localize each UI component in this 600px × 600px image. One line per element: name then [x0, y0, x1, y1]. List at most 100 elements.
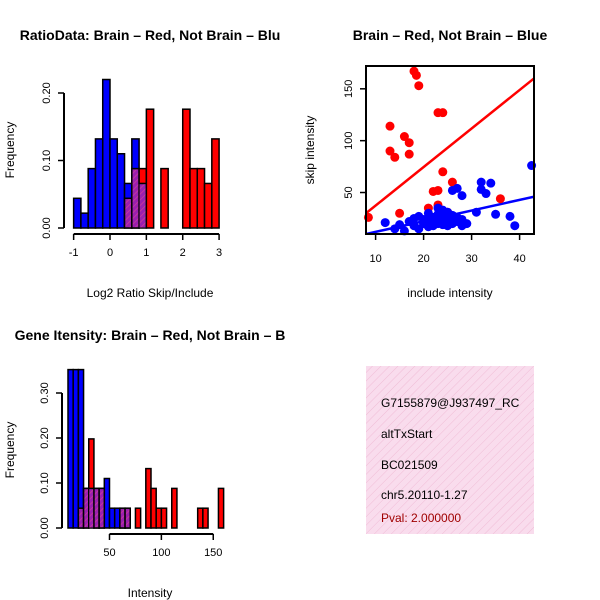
scatter-axes: 10 20 30 40 50 100 150 — [343, 80, 526, 265]
ratio-brain-bar-5 — [181, 108, 191, 229]
intensity-brain-bar-8 — [145, 467, 152, 529]
scatter-notbrain-point-46 — [505, 211, 515, 221]
scatter-x-tick-label-2: 30 — [465, 253, 477, 265]
intensity-brain-bar-13 — [196, 507, 204, 529]
scatter-brain-point-16 — [438, 108, 448, 118]
ratio-y-tick-label-1: 0.10 — [41, 150, 53, 171]
intensity-notbrain-bar-0 — [67, 368, 74, 529]
scatter-y-tick-label-2: 150 — [343, 80, 355, 98]
intensity-x-tick-label-2: 150 — [204, 547, 222, 559]
intensity-histogram-bars — [67, 368, 225, 529]
ratio-notbrain-bar-1 — [80, 212, 89, 229]
intensity-notbrain-bar-7 — [103, 477, 111, 529]
event-type: altTxStart — [381, 427, 433, 441]
intensity-x-tick-label-1: 100 — [152, 547, 170, 559]
scatter-brain-fit-line — [366, 77, 534, 215]
scatter-brain-point-6 — [404, 138, 414, 148]
event-info-panel: G7155879@J937497_RC altTxStart BC021509 … — [366, 366, 534, 534]
intensity-brain-bar-5 — [119, 507, 126, 529]
ratio-brain-bar-8 — [203, 182, 213, 229]
intensity-histogram-panel: Gene Itensity: Brain – Red, Not Brain – … — [3, 327, 285, 600]
ratio-notbrain-bar-2 — [87, 167, 97, 229]
scatter-plot-frame — [365, 65, 535, 235]
intensity-brain-bar-14 — [202, 507, 209, 529]
intensity-y-tick-label-0: 0.00 — [39, 517, 51, 538]
intensity-histogram-title: Gene Itensity: Brain – Red, Not Brain – … — [15, 327, 286, 343]
intensity-brain-bar-0 — [77, 507, 85, 529]
scatter-notbrain-point-38 — [457, 191, 467, 201]
ratio-notbrain-bar-3 — [94, 138, 104, 229]
intensity-notbrain-bar-9 — [113, 507, 121, 529]
scatter-brain-point-10 — [414, 81, 424, 91]
ratio-notbrain-bar-4 — [101, 78, 111, 229]
intensity-histogram-xlabel: Intensity — [128, 586, 173, 600]
intensity-histogram-axes: 50 100 150 0.00 0.10 0.20 0.30 — [39, 382, 222, 559]
ratio-histogram-title: RatioData: Brain – Red, Not Brain – Blu — [20, 27, 281, 43]
scatter-notbrain-point-47 — [510, 221, 520, 231]
intensity-notbrain-bar-8 — [108, 507, 116, 529]
ratio-brain-bar-9 — [211, 138, 220, 229]
ratio-histogram-bars — [72, 78, 220, 229]
scatter-brain-point-17 — [438, 167, 448, 177]
ratio-x-tick-label-1: 0 — [107, 247, 113, 259]
ratio-histogram-ylabel: Frequency — [3, 122, 17, 179]
ratio-brain-bar-6 — [189, 167, 199, 229]
scatter-notbrain-point-39 — [462, 219, 472, 229]
ratio-brain-bar-2 — [138, 167, 148, 185]
ratio-x-tick-label-4: 3 — [216, 247, 222, 259]
ratio-notbrain-bar-6 — [116, 153, 126, 229]
intensity-scatter-panel: Brain – Red, Not Brain – Blue 10 20 30 40 50… — [303, 27, 547, 300]
scatter-notbrain-point-44 — [486, 178, 496, 188]
event-location: chr5.20110-1.27 — [381, 488, 468, 502]
scatter-brain-point-5 — [399, 132, 409, 142]
scatter-y-tick-label-1: 100 — [343, 131, 355, 149]
scatter-brain-point-4 — [395, 208, 405, 218]
ratio-histogram-axes: -1 0 1 2 3 0.00 0.10 0.20 — [41, 82, 222, 259]
scatter-brain-point-14 — [433, 185, 443, 195]
intensity-brain-bar-1 — [82, 487, 90, 529]
ratio-x-tick-label-2: 1 — [143, 247, 149, 259]
event-pval: Pval: 2.000000 — [381, 511, 461, 525]
ratio-brain-bar-1 — [131, 167, 140, 229]
scatter-xlabel: include intensity — [407, 286, 492, 300]
scatter-notbrain-point-45 — [491, 209, 501, 219]
scatter-notbrain-point-41 — [476, 177, 486, 187]
scatter-title: Brain – Red, Not Brain – Blue — [353, 27, 548, 43]
ratio-x-tick-label-3: 2 — [180, 247, 186, 259]
scatter-notbrain-point-40 — [471, 207, 481, 217]
ratio-brain-bar-7 — [196, 167, 206, 229]
intensity-brain-bar-4 — [98, 487, 106, 529]
intensity-brain-bar-12 — [171, 487, 178, 529]
intensity-overlap-bar-2 — [88, 487, 95, 529]
scatter-points — [363, 66, 537, 236]
scatter-x-tick-label-0: 10 — [369, 253, 381, 265]
scatter-brain-point-7 — [404, 149, 414, 159]
intensity-brain-bar-7 — [134, 507, 142, 529]
intensity-brain-bar-11 — [160, 507, 168, 529]
ratio-histogram-xlabel: Log2 Ratio Skip/Include — [87, 286, 214, 300]
scatter-notbrain-point-43 — [481, 189, 491, 199]
scatter-notbrain-point-0 — [380, 218, 390, 228]
scatter-brain-point-20 — [495, 194, 505, 204]
event-id: G7155879@J937497_RC — [381, 396, 520, 410]
intensity-brain-bar-2 — [88, 438, 95, 490]
intensity-y-tick-label-1: 0.10 — [39, 472, 51, 493]
intensity-notbrain-bar-1 — [72, 368, 80, 529]
scatter-notbrain-point-35 — [452, 183, 462, 193]
scatter-x-tick-label-1: 20 — [417, 253, 429, 265]
info-panel-background — [366, 366, 534, 534]
intensity-brain-bar-15 — [217, 487, 225, 529]
intensity-x-tick-label-0: 50 — [103, 547, 115, 559]
ratio-brain-bar-4 — [160, 167, 169, 229]
scatter-x-tick-label-3: 40 — [513, 253, 525, 265]
intensity-brain-bar-6 — [124, 507, 131, 529]
scatter-brain-point-3 — [390, 152, 400, 162]
intensity-brain-bar-3 — [93, 487, 100, 529]
intensity-brain-bar-10 — [155, 507, 163, 529]
ratio-brain-bar-0 — [123, 197, 133, 229]
intensity-y-tick-label-3: 0.30 — [39, 382, 51, 403]
ratio-overlap-bar-2 — [138, 182, 147, 229]
ratio-y-tick-label-0: 0.00 — [41, 217, 53, 238]
ratio-y-tick-label-2: 0.20 — [41, 82, 53, 103]
